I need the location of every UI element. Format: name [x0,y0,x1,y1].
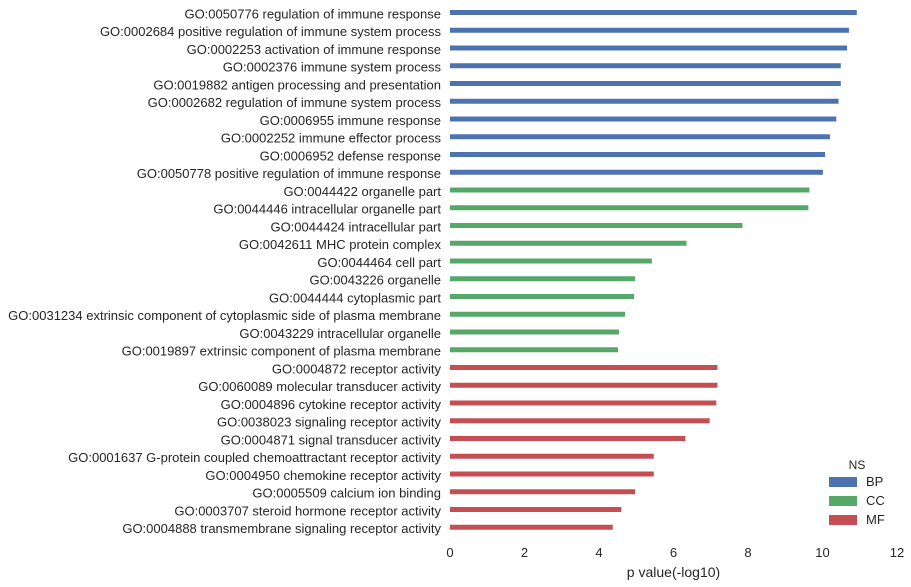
bar-mf [450,418,710,424]
category-label: GO:0019897 extrinsic component of plasma… [122,344,441,359]
bar-cc [450,311,626,317]
category-label: GO:0005509 calcium ion binding [252,486,441,501]
bar-mf [450,471,654,477]
bar-bp [450,63,841,69]
bars-layer [450,10,857,530]
category-label: GO:0006952 defense response [260,148,441,163]
category-label: GO:0043226 organelle [309,273,441,288]
bar-mf [450,382,718,388]
legend-label-cc: CC [866,493,885,508]
bar-cc [450,347,618,353]
x-tick-label: 6 [670,545,677,560]
bar-bp [450,45,848,51]
bar-bp [450,10,857,15]
legend-swatch-bp [829,477,857,487]
category-label: GO:0004872 receptor activity [272,361,442,376]
bar-mf [450,453,654,459]
category-label: GO:0006955 immune response [260,113,441,128]
category-label: GO:0002252 immune effector process [221,131,442,146]
bar-mf [450,365,718,370]
category-label: GO:0043229 intracellular organelle [239,326,441,341]
bar-bp [450,134,830,140]
bar-cc [450,205,809,211]
bar-cc [450,276,636,282]
bar-bp [450,27,849,33]
bar-bp [450,81,841,86]
category-label: GO:0050776 regulation of immune response [184,6,441,21]
category-label: GO:0004950 chemokine receptor activity [205,468,441,483]
category-label: GO:0003707 steroid hormone receptor acti… [174,503,441,518]
bar-bp [450,169,823,175]
category-label: GO:0002682 regulation of immune system p… [148,95,442,110]
category-label: GO:0004888 transmembrane signaling recep… [122,521,441,536]
bar-cc [450,187,810,193]
legend-swatch-cc [829,496,857,506]
bar-cc [450,258,652,264]
x-axis-title: p value(-log10) [627,564,720,580]
x-axis: 0 2 4 6 8 10 12 [446,545,904,560]
x-tick-label: 2 [521,545,528,560]
bar-cc [450,223,743,228]
legend-label-bp: BP [866,474,883,489]
x-tick-label: 8 [744,545,751,560]
category-label: GO:0001637 G-protein coupled chemoattrac… [68,450,441,465]
category-label: GO:0038023 signaling receptor activity [217,415,442,430]
category-label: GO:0004896 cytokine receptor activity [221,397,442,412]
category-label: GO:0031234 extrinsic component of cytopl… [8,308,441,323]
bar-mf [450,400,717,406]
x-tick-label: 0 [446,545,453,560]
legend-label-mf: MF [866,512,885,527]
legend-swatch-mf [829,515,857,525]
bar-cc [450,240,687,246]
category-label: GO:0002253 activation of immune response [187,42,441,57]
x-tick-label: 4 [595,545,602,560]
legend: NS BP CC MF [829,458,885,527]
bar-bp [450,116,837,122]
legend-title: NS [849,458,866,472]
category-label: GO:0044444 cytoplasmic part [269,290,441,305]
bar-mf [450,436,686,441]
category-label: GO:0044424 intracellular part [270,219,441,234]
bar-mf [450,507,622,512]
category-label: GO:0060089 molecular transducer activity [198,379,441,394]
category-label: GO:0019882 antigen processing and presen… [153,77,441,92]
category-label: GO:0004871 signal transducer activity [221,432,442,447]
bar-cc [450,294,635,299]
x-tick-label: 10 [815,545,829,560]
category-label: GO:0044464 cell part [317,255,441,270]
bar-mf [450,489,636,495]
bar-mf [450,524,613,530]
category-label: GO:0002376 immune system process [223,60,442,75]
bar-bp [450,152,826,157]
bar-cc [450,329,620,335]
category-label: GO:0042611 MHC protein complex [239,237,442,252]
x-tick-label: 12 [890,545,904,560]
bar-bp [450,98,839,104]
category-label: GO:0002684 positive regulation of immune… [100,24,442,39]
category-label: GO:0044446 intracellular organelle part [213,202,441,217]
category-label: GO:0044422 organelle part [283,184,441,199]
category-labels: GO:0050776 regulation of immune response… [8,6,441,536]
category-label: GO:0050778 positive regulation of immune… [137,166,441,181]
